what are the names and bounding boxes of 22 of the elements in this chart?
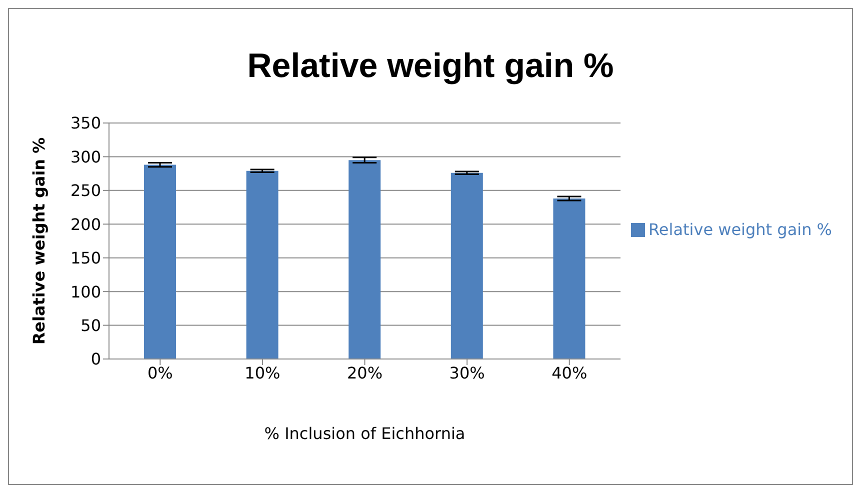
- x-axis-title: % Inclusion of Eichhornia: [264, 424, 466, 443]
- bar: [553, 198, 586, 359]
- y-tick-label: 300: [70, 147, 101, 166]
- x-tick-label: 30%: [449, 363, 485, 382]
- x-tick-label: 40%: [552, 363, 588, 382]
- y-tick-label: 0: [90, 350, 101, 369]
- bar: [144, 164, 176, 359]
- x-tick-label: 10%: [244, 363, 280, 382]
- y-tick-label: 100: [70, 282, 101, 302]
- bar: [246, 170, 278, 359]
- y-tick-label: 200: [70, 214, 101, 234]
- bar: [450, 172, 483, 359]
- bar: [348, 160, 381, 359]
- y-axis-title: Relative weight gain %: [30, 137, 49, 345]
- legend-label: Relative weight gain %: [648, 220, 832, 238]
- y-tick-label: 350: [70, 114, 101, 133]
- y-tick-label: 50: [80, 316, 101, 335]
- x-tick-label: 20%: [346, 363, 383, 382]
- x-tick-label: 0%: [147, 363, 173, 382]
- chart-title: Relative weight gain %: [246, 47, 615, 86]
- y-tick-label: 250: [70, 181, 101, 200]
- y-tick-label: 150: [70, 248, 101, 268]
